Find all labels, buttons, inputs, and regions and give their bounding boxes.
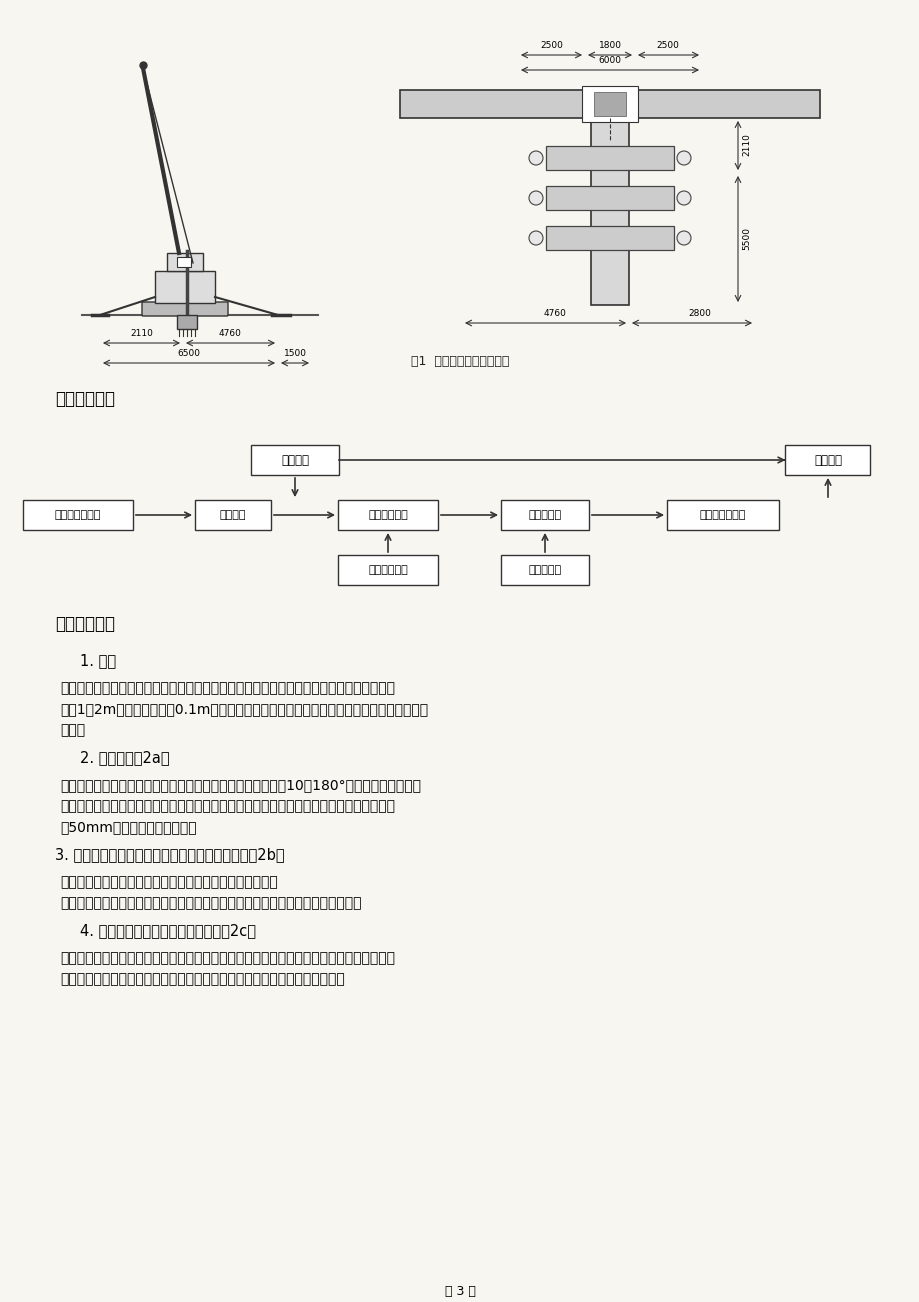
Text: 2500: 2500 <box>656 40 679 49</box>
Text: 图1  地下墙成槽施工示意图: 图1 地下墙成槽施工示意图 <box>411 355 508 368</box>
Text: 第 3 页: 第 3 页 <box>444 1285 475 1298</box>
Text: 挖50mm。严格控制垂直下挖。: 挖50mm。严格控制垂直下挖。 <box>60 820 197 835</box>
Text: 4. 钢筋笼就位及接头背侧填土（如图2c）: 4. 钢筋笼就位及接头背侧填土（如图2c） <box>80 923 255 937</box>
Text: 4760: 4760 <box>219 329 242 339</box>
Text: 1500: 1500 <box>283 349 306 358</box>
Bar <box>594 92 625 116</box>
Bar <box>666 500 778 530</box>
Bar <box>501 500 588 530</box>
Text: 2. 成槽（如图2a）: 2. 成槽（如图2a） <box>80 750 169 766</box>
Text: 根据预制接头的断面尺寸确定开挖端线位置，为使接头准确定位，在设置预制接头的一端超: 根据预制接头的断面尺寸确定开挖端线位置，为使接头准确定位，在设置预制接头的一端超 <box>60 799 394 812</box>
Circle shape <box>676 191 690 204</box>
Circle shape <box>676 151 690 165</box>
Circle shape <box>528 191 542 204</box>
Bar <box>167 253 203 271</box>
Bar <box>501 555 588 585</box>
Text: 1. 导墙: 1. 导墙 <box>80 654 116 668</box>
Bar <box>545 146 674 171</box>
Bar <box>582 86 637 122</box>
Text: 1800: 1800 <box>598 40 621 49</box>
Text: 泥浆制备: 泥浆制备 <box>280 453 309 466</box>
Text: 5500: 5500 <box>742 228 750 250</box>
Text: 用吊车将接头分段吊装入槽，上下段用钢板焊接连接。: 用吊车将接头分段吊装入槽，上下段用钢板焊接连接。 <box>60 875 278 889</box>
Text: 四、工艺流程: 四、工艺流程 <box>55 391 115 408</box>
Circle shape <box>528 151 542 165</box>
Text: 2110: 2110 <box>742 134 750 156</box>
Text: 2500: 2500 <box>540 40 562 49</box>
Text: 成槽施工: 成槽施工 <box>220 510 246 519</box>
Bar <box>337 500 437 530</box>
Text: 导墙构筑及分段: 导墙构筑及分段 <box>55 510 101 519</box>
Bar <box>545 227 674 250</box>
Text: 用抓斗三抓成槽，顺序是先抓两边，后抓中间，并保证每10抓180°转向以确保垂直度。: 用抓斗三抓成槽，顺序是先抓两边，后抓中间，并保证每10抓180°转向以确保垂直度… <box>60 779 421 792</box>
Text: 预制接头制作: 预制接头制作 <box>368 565 407 575</box>
Bar <box>154 271 215 303</box>
Text: 钢筋笼制作: 钢筋笼制作 <box>528 565 561 575</box>
Circle shape <box>676 230 690 245</box>
Bar <box>251 445 338 475</box>
Text: 处理。: 处理。 <box>60 723 85 737</box>
Bar <box>176 315 197 329</box>
Bar <box>23 500 133 530</box>
Bar <box>545 186 674 210</box>
Text: 深度1至2m，顶部高出地面0.1m，底部要座落在原上层上。遇暗浜等软土层需做加深或加固: 深度1至2m，顶部高出地面0.1m，底部要座落在原上层上。遇暗浜等软土层需做加深… <box>60 702 427 716</box>
Text: 对接过程中沿两个垂直方向用经纬仪或线垂控制其垂直度，以确保准确就位。: 对接过程中沿两个垂直方向用经纬仪或线垂控制其垂直度，以确保准确就位。 <box>60 896 361 910</box>
Text: 6000: 6000 <box>598 56 621 65</box>
Text: 入槽定位后，接头外侧的空隙用泥球或碎土填实以防混凝土绕流或接头移位。: 入槽定位后，接头外侧的空隙用泥球或碎土填实以防混凝土绕流或接头移位。 <box>60 973 345 986</box>
Bar <box>195 500 271 530</box>
Bar <box>400 90 819 118</box>
Text: 安装钢筋笼: 安装钢筋笼 <box>528 510 561 519</box>
Bar <box>176 256 191 267</box>
Text: 导墙是成槽机开槽的定位导向装置，同时又能容蓄泥浆支撑施工设备作业及防护顶壁。: 导墙是成槽机开槽的定位导向装置，同时又能容蓄泥浆支撑施工设备作业及防护顶壁。 <box>60 681 394 695</box>
Text: 4760: 4760 <box>543 309 566 318</box>
Text: 泥浆处理: 泥浆处理 <box>813 453 841 466</box>
Text: 五、施工要点: 五、施工要点 <box>55 615 115 633</box>
Text: 6500: 6500 <box>177 349 200 358</box>
Text: 水下混凝土浇筑: 水下混凝土浇筑 <box>699 510 745 519</box>
Circle shape <box>528 230 542 245</box>
Text: 2110: 2110 <box>130 329 153 339</box>
Bar <box>337 555 437 585</box>
Text: 2800: 2800 <box>687 309 710 318</box>
FancyBboxPatch shape <box>142 302 228 316</box>
Bar <box>785 445 869 475</box>
Text: 3. 预制接头安装（包括原有接头侧面的清刷，如图2b）: 3. 预制接头安装（包括原有接头侧面的清刷，如图2b） <box>55 848 284 862</box>
Bar <box>590 118 629 305</box>
Text: 安装预制接头: 安装预制接头 <box>368 510 407 519</box>
Text: 钢筋笼用吊车空中翻身起吊，较长时可分段制作，下段入槽后与上段焊接连接。钢筋笼: 钢筋笼用吊车空中翻身起吊，较长时可分段制作，下段入槽后与上段焊接连接。钢筋笼 <box>60 950 394 965</box>
